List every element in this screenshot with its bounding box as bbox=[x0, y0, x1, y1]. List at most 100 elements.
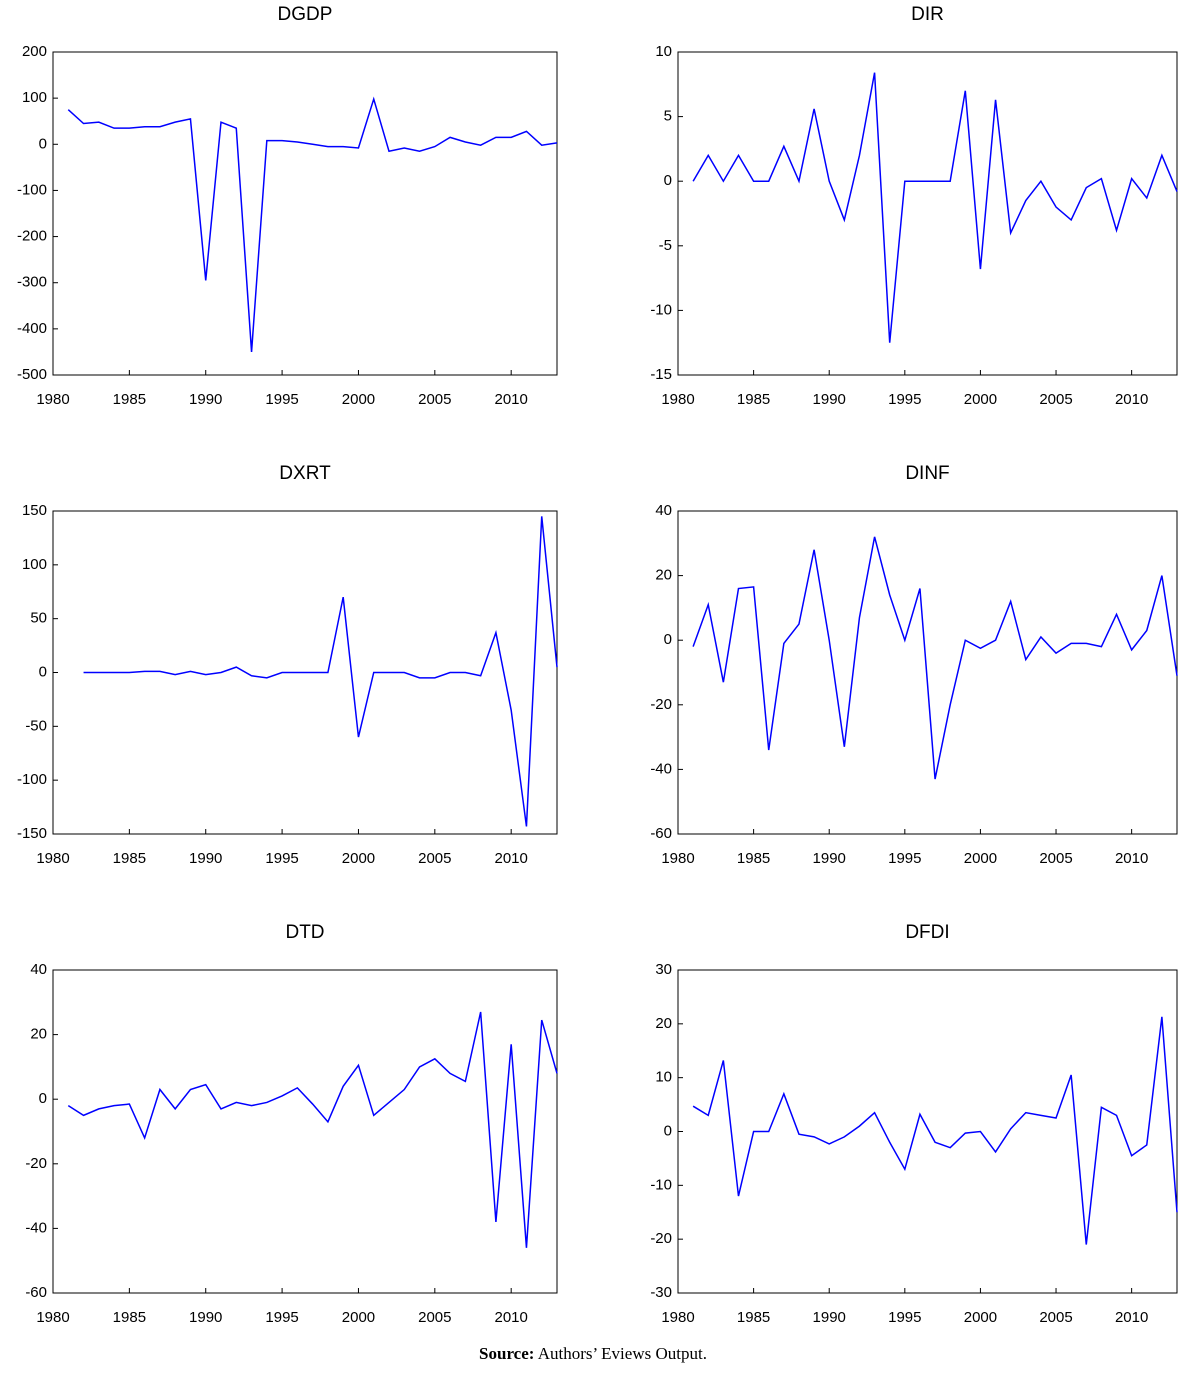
y-tick-label: -10 bbox=[650, 1176, 672, 1193]
y-tick-label: 10 bbox=[655, 1069, 672, 1086]
y-tick-label: -200 bbox=[17, 228, 47, 245]
x-tick-label: 2010 bbox=[1115, 850, 1148, 867]
x-tick-label: 1995 bbox=[265, 850, 298, 867]
y-tick-label: -40 bbox=[650, 760, 672, 777]
y-tick-label: -10 bbox=[650, 301, 672, 318]
y-tick-label: 40 bbox=[30, 961, 47, 978]
x-tick-label: 1980 bbox=[36, 391, 69, 408]
y-tick-label: 30 bbox=[655, 961, 672, 978]
y-tick-label: 0 bbox=[39, 663, 47, 680]
y-tick-label: 10 bbox=[655, 43, 672, 60]
x-tick-label: 2005 bbox=[1039, 1309, 1072, 1326]
x-tick-label: 1980 bbox=[36, 1309, 69, 1326]
y-tick-label: -50 bbox=[25, 717, 47, 734]
x-tick-label: 2005 bbox=[1039, 391, 1072, 408]
y-tick-label: -500 bbox=[17, 366, 47, 383]
y-tick-label: 100 bbox=[22, 89, 47, 106]
plot-frame bbox=[52, 969, 558, 1294]
y-tick-label: -100 bbox=[17, 181, 47, 198]
x-tick-label: 1990 bbox=[813, 850, 846, 867]
y-tick-label: -400 bbox=[17, 320, 47, 337]
x-tick-label: 1990 bbox=[189, 850, 222, 867]
data-line bbox=[67, 96, 558, 352]
x-tick-label: 1985 bbox=[737, 850, 770, 867]
plot-frame bbox=[677, 510, 1178, 835]
y-tick-label: -300 bbox=[17, 274, 47, 291]
y-tick-label: 20 bbox=[30, 1026, 47, 1043]
y-tick-label: 0 bbox=[664, 1122, 672, 1139]
x-tick-label: 2010 bbox=[494, 850, 527, 867]
x-tick-label: 1985 bbox=[113, 1309, 146, 1326]
x-tick-label: 2000 bbox=[342, 1309, 375, 1326]
data-line bbox=[67, 1011, 558, 1248]
y-tick-label: 0 bbox=[664, 631, 672, 648]
source-note: Source: Authors’ Eviews Output. bbox=[479, 1344, 707, 1363]
data-line bbox=[692, 1016, 1178, 1245]
y-tick-label: -20 bbox=[25, 1155, 47, 1172]
x-tick-label: 2000 bbox=[964, 391, 997, 408]
y-tick-label: 20 bbox=[655, 1015, 672, 1032]
panel-title: DGDP bbox=[278, 4, 333, 25]
y-tick-label: -15 bbox=[650, 366, 672, 383]
y-tick-label: -40 bbox=[25, 1219, 47, 1236]
x-tick-label: 1985 bbox=[113, 850, 146, 867]
x-tick-label: 2000 bbox=[342, 391, 375, 408]
panel-title: DFDI bbox=[905, 922, 949, 943]
y-tick-label: -100 bbox=[17, 771, 47, 788]
y-tick-label: 0 bbox=[664, 172, 672, 189]
y-tick-label: -30 bbox=[650, 1284, 672, 1301]
source-label: Source: bbox=[479, 1344, 534, 1363]
x-tick-label: 1995 bbox=[888, 391, 921, 408]
y-tick-label: -20 bbox=[650, 696, 672, 713]
source-text: Authors’ Eviews Output. bbox=[538, 1344, 707, 1363]
y-tick-label: -60 bbox=[650, 825, 672, 842]
x-tick-label: 1990 bbox=[189, 1309, 222, 1326]
x-tick-label: 1995 bbox=[888, 850, 921, 867]
x-tick-label: 2010 bbox=[1115, 1309, 1148, 1326]
plot-frame bbox=[677, 51, 1178, 376]
x-tick-label: 1985 bbox=[737, 391, 770, 408]
data-line bbox=[692, 536, 1178, 780]
data-line bbox=[83, 516, 558, 827]
y-tick-label: 50 bbox=[30, 610, 47, 627]
y-tick-label: 20 bbox=[655, 567, 672, 584]
plot-frame bbox=[52, 51, 558, 376]
x-tick-label: 1990 bbox=[813, 1309, 846, 1326]
x-tick-label: 2010 bbox=[494, 391, 527, 408]
y-tick-label: -150 bbox=[17, 825, 47, 842]
panel-title: DXRT bbox=[279, 463, 331, 484]
x-tick-label: 1995 bbox=[888, 1309, 921, 1326]
y-tick-label: -60 bbox=[25, 1284, 47, 1301]
x-tick-label: 2000 bbox=[342, 850, 375, 867]
y-tick-label: 5 bbox=[664, 108, 672, 125]
x-tick-label: 1990 bbox=[813, 391, 846, 408]
x-tick-label: 2010 bbox=[1115, 391, 1148, 408]
y-tick-label: -20 bbox=[650, 1230, 672, 1247]
x-tick-label: 2000 bbox=[964, 1309, 997, 1326]
x-tick-label: 1980 bbox=[661, 1309, 694, 1326]
x-tick-label: 2005 bbox=[1039, 850, 1072, 867]
panel-title: DINF bbox=[905, 463, 949, 484]
panel-title: DTD bbox=[285, 922, 324, 943]
x-tick-label: 2000 bbox=[964, 850, 997, 867]
y-tick-label: 200 bbox=[22, 43, 47, 60]
panel-title: DIR bbox=[911, 4, 944, 25]
x-tick-label: 1995 bbox=[265, 1309, 298, 1326]
x-tick-label: 1990 bbox=[189, 391, 222, 408]
x-tick-label: 1995 bbox=[265, 391, 298, 408]
y-tick-label: -5 bbox=[659, 237, 672, 254]
x-tick-label: 1980 bbox=[661, 850, 694, 867]
y-tick-label: 0 bbox=[39, 135, 47, 152]
data-line bbox=[692, 72, 1178, 343]
y-tick-label: 100 bbox=[22, 556, 47, 573]
x-tick-label: 2005 bbox=[418, 1309, 451, 1326]
x-tick-label: 1985 bbox=[737, 1309, 770, 1326]
x-tick-label: 1980 bbox=[661, 391, 694, 408]
y-tick-label: 150 bbox=[22, 502, 47, 519]
y-tick-label: 40 bbox=[655, 502, 672, 519]
x-tick-label: 2010 bbox=[494, 1309, 527, 1326]
x-tick-label: 2005 bbox=[418, 850, 451, 867]
x-tick-label: 1985 bbox=[113, 391, 146, 408]
x-tick-label: 1980 bbox=[36, 850, 69, 867]
